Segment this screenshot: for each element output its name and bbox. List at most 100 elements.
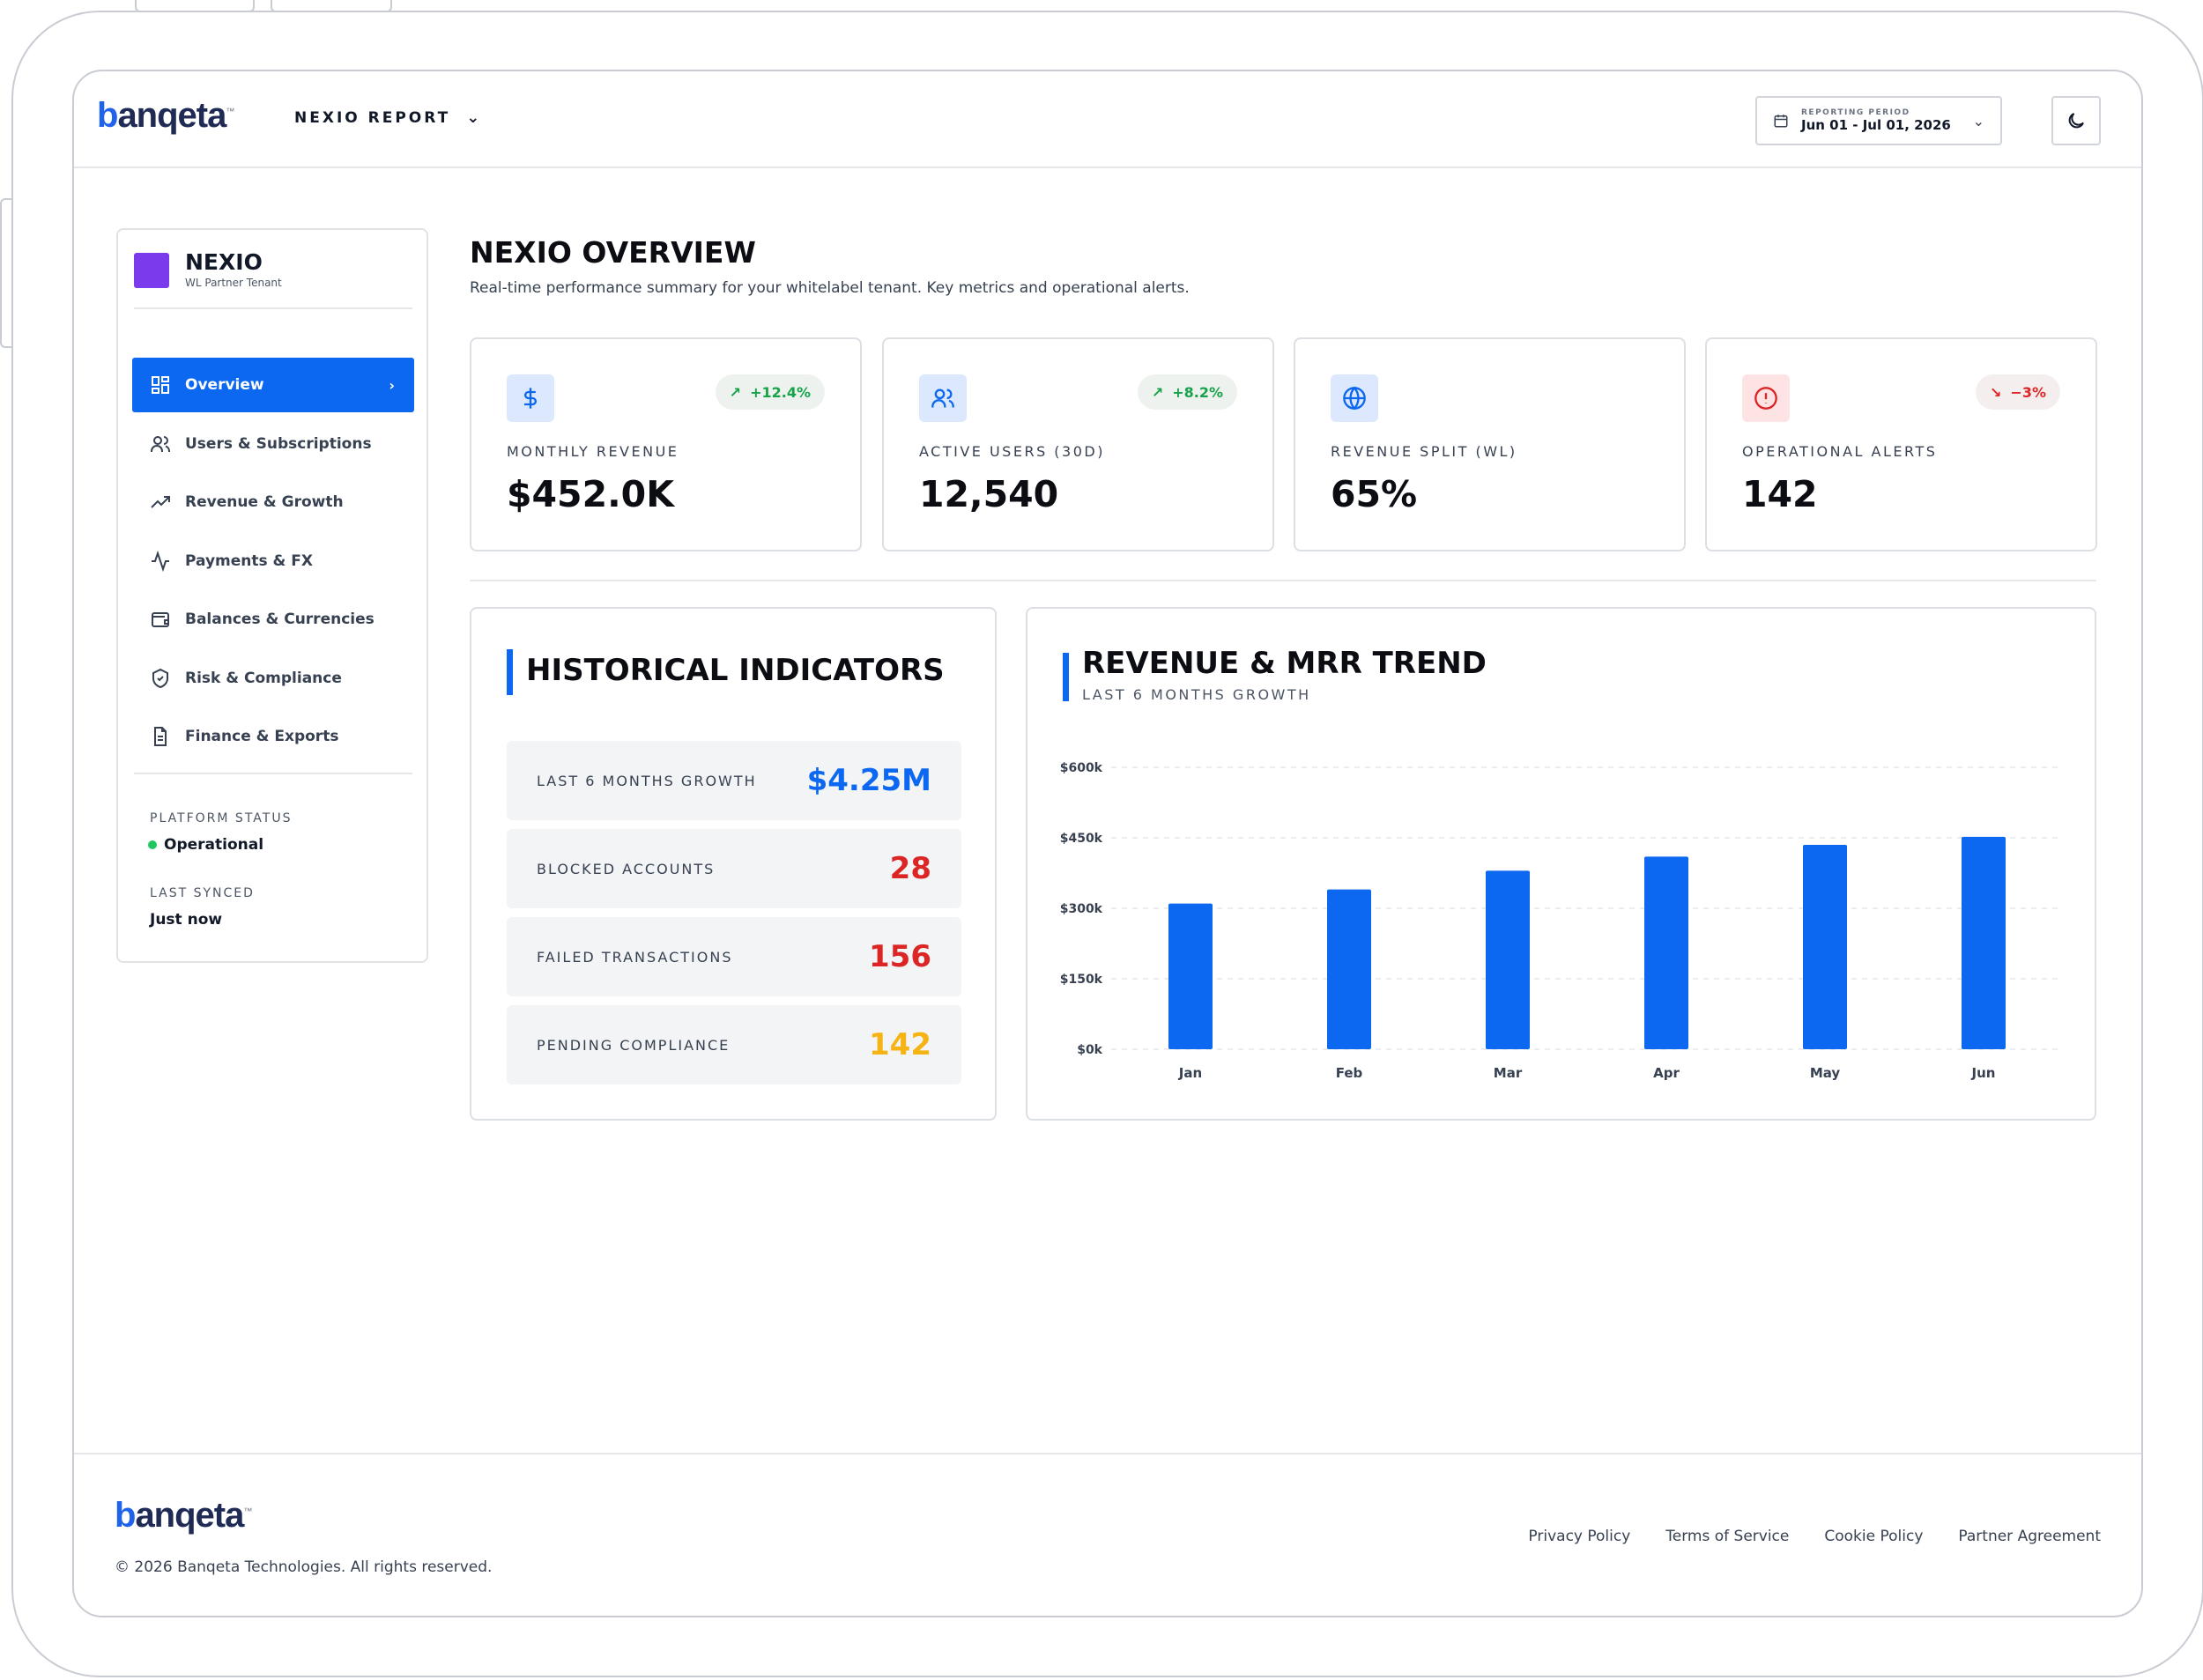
device-button [135, 0, 255, 12]
y-tick-label: $600k [1060, 761, 1103, 775]
brand-wordmark: anqeta [117, 96, 226, 135]
shield-check-icon [152, 668, 168, 688]
kpi-change: +12.4% [750, 383, 811, 401]
copyright-text: © 2026 Banqeta Technologies. All rights … [115, 1558, 493, 1576]
indicator-value: 156 [869, 939, 931, 974]
x-tick-label: Apr [1653, 1065, 1680, 1081]
indicator-row: BLOCKED ACCOUNTS 28 [507, 829, 961, 908]
indicator-row: PENDING COMPLIANCE 142 [507, 1005, 961, 1084]
sidebar-item-label: Payments & FX [185, 551, 314, 570]
trademark: ™ [226, 107, 234, 117]
footer: banqeta™ © 2026 Banqeta Technologies. Al… [74, 1453, 2141, 1616]
sidebar-item-label: Revenue & Growth [185, 493, 344, 511]
x-tick-label: Feb [1336, 1065, 1363, 1081]
indicator-value: 28 [889, 851, 931, 886]
kpi-value: 12,540 [919, 473, 1059, 515]
bar [1962, 836, 2006, 1049]
trademark: ™ [243, 1506, 252, 1517]
report-selector[interactable]: NEXIO REPORT ⌄ [294, 108, 479, 127]
footer-link-privacy[interactable]: Privacy Policy [1528, 1528, 1631, 1545]
platform-status-value: Operational [148, 836, 292, 854]
y-tick-label: $150k [1060, 973, 1103, 987]
calendar-icon [1774, 115, 1788, 128]
users-icon [151, 435, 170, 452]
bar [1803, 845, 1847, 1049]
last-synced-value: Just now [150, 911, 223, 929]
indicator-row: LAST 6 MONTHS GROWTH $4.25M [507, 741, 961, 820]
app-screen: banqeta™ NEXIO REPORT ⌄ REPORTING PERIOD… [72, 70, 2143, 1617]
indicator-value: 142 [869, 1027, 931, 1062]
activity-icon [152, 550, 169, 572]
x-tick-label: Jan [1178, 1065, 1202, 1081]
chevron-down-icon: ⌄ [466, 108, 480, 127]
footer-link-cookies[interactable]: Cookie Policy [1824, 1528, 1924, 1545]
platform-status-label: PLATFORM STATUS [150, 811, 293, 825]
kpi-label: OPERATIONAL ALERTS [1742, 443, 1938, 460]
kpi-change-badge: ↘ −3% [1976, 374, 2060, 410]
kpi-card-monthly-revenue: ↗ +12.4% MONTHLY REVENUE $452.0K [470, 337, 862, 551]
chevron-right-icon: › [389, 376, 395, 394]
sidebar-item-revenue-growth[interactable]: Revenue & Growth [132, 475, 414, 529]
panel-title: REVENUE & MRR TREND [1082, 646, 1487, 681]
dollar-icon [524, 388, 537, 409]
kpi-icon-box [507, 374, 554, 422]
wallet-icon [152, 612, 169, 627]
kpi-value: 65% [1331, 473, 1418, 515]
kpi-value: 142 [1742, 473, 1818, 515]
kpi-card-operational-alerts: ↘ −3% OPERATIONAL ALERTS 142 [1705, 337, 2097, 551]
sidebar-item-overview[interactable]: Overview › [132, 358, 414, 412]
globe-icon [1343, 386, 1366, 411]
indicator-label: LAST 6 MONTHS GROWTH [537, 772, 757, 789]
sidebar-item-payments-fx[interactable]: Payments & FX [132, 534, 414, 588]
kpi-change-badge: ↗ +8.2% [1137, 374, 1237, 410]
panel-subtitle: LAST 6 MONTHS GROWTH [1082, 686, 1311, 703]
sidebar-divider [134, 773, 412, 774]
bar [1327, 889, 1371, 1049]
arrow-up-right-icon: ↗ [729, 383, 742, 401]
device-button [271, 0, 392, 12]
sidebar-item-balances-currencies[interactable]: Balances & Currencies [132, 592, 414, 647]
kpi-label: MONTHLY REVENUE [507, 443, 679, 460]
kpi-icon-box [919, 374, 967, 422]
tenant-avatar [134, 252, 169, 288]
footer-link-terms[interactable]: Terms of Service [1665, 1528, 1790, 1545]
reporting-period-picker[interactable]: REPORTING PERIOD Jun 01 - Jul 01, 2026 ⌄ [1755, 96, 2002, 145]
arrow-down-right-icon: ↘ [1990, 383, 2002, 401]
kpi-change: −3% [2010, 383, 2046, 401]
indicator-value: $4.25M [806, 763, 931, 798]
sidebar-item-users-subscriptions[interactable]: Users & Subscriptions [132, 417, 414, 471]
section-divider [470, 580, 2096, 581]
footer-link-partner-agreement[interactable]: Partner Agreement [1958, 1528, 2101, 1545]
platform-status: PLATFORM STATUS Operational [148, 811, 293, 854]
sidebar-item-finance-exports[interactable]: Finance & Exports [132, 709, 414, 764]
kpi-label: REVENUE SPLIT (WL) [1331, 443, 1517, 460]
indicator-label: FAILED TRANSACTIONS [537, 948, 733, 966]
panel-accent-bar [507, 649, 513, 695]
bar [1168, 903, 1213, 1049]
page-title: NEXIO OVERVIEW [470, 235, 756, 270]
kpi-change: +8.2% [1172, 383, 1223, 401]
trend-up-icon [151, 496, 170, 508]
chevron-down-icon: ⌄ [1972, 112, 1984, 130]
y-tick-label: $0k [1077, 1043, 1102, 1057]
revenue-bar-chart: $0k $150k $300k $450k $600k Jan Feb Mar Apr May Ju… [1060, 761, 2063, 1081]
period-label: REPORTING PERIOD [1801, 108, 1910, 117]
y-tick-label: $300k [1060, 902, 1103, 916]
kpi-card-revenue-split: REVENUE SPLIT (WL) 65% [1294, 337, 1686, 551]
sidebar-item-label: Users & Subscriptions [185, 434, 372, 453]
kpi-value: $452.0K [507, 473, 674, 515]
period-value: Jun 01 - Jul 01, 2026 [1801, 117, 1951, 133]
theme-toggle-button[interactable] [2051, 96, 2101, 145]
kpi-icon-box [1331, 374, 1378, 422]
indicator-row: FAILED TRANSACTIONS 156 [507, 917, 961, 996]
brand-logo[interactable]: banqeta™ [97, 96, 234, 135]
x-tick-label: May [1810, 1065, 1841, 1081]
footer-logo[interactable]: banqeta™ [115, 1496, 252, 1535]
kpi-icon-box [1742, 374, 1790, 422]
x-tick-label: Mar [1494, 1065, 1523, 1081]
tenant-type: WL Partner Tenant [185, 277, 282, 289]
sidebar-item-risk-compliance[interactable]: Risk & Compliance [132, 651, 414, 706]
sidebar-item-label: Finance & Exports [185, 728, 339, 745]
bar [1644, 856, 1688, 1049]
top-header: banqeta™ NEXIO REPORT ⌄ REPORTING PERIOD… [74, 71, 2141, 168]
